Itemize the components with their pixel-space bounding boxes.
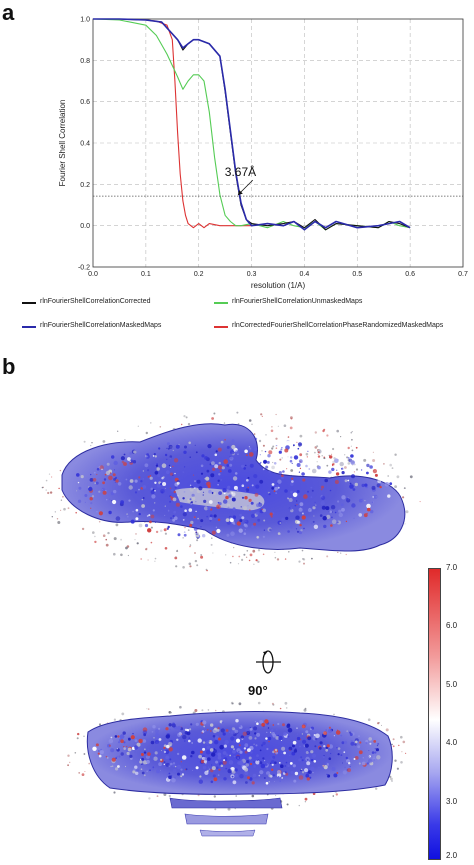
y-tick-label: 0.0 bbox=[80, 223, 90, 230]
x-tick-label: 0.4 bbox=[300, 271, 310, 278]
x-tick-label: 0.7 bbox=[458, 271, 468, 278]
plot-frame bbox=[92, 18, 464, 268]
fsc-chart: 0.0 0.1 0.2 0.3 0.4 0.5 0.6 0.7-0.20.00.20.40.6… bbox=[58, 17, 468, 291]
chart-grid bbox=[93, 19, 463, 267]
legend-swatch bbox=[214, 326, 228, 328]
y-axis-title: Fourier Shell Correlation bbox=[58, 100, 67, 187]
legend-swatch bbox=[22, 302, 36, 304]
series-line bbox=[93, 18, 411, 231]
panel-a-label: a bbox=[2, 0, 15, 25]
colorbar-tick-label: 2.0 bbox=[446, 851, 458, 860]
x-tick-label: 0.0 bbox=[88, 271, 98, 278]
y-tick-label: 0.4 bbox=[80, 141, 90, 148]
colorbar-tick-label: 4.0 bbox=[446, 738, 458, 748]
colorbar-tick-label: 3.0 bbox=[446, 796, 458, 806]
density-map-top-view bbox=[41, 411, 421, 572]
legend-label: rlnFourierShellCorrelationCorrected bbox=[40, 298, 151, 305]
colorbar-tick-label: 7.0 bbox=[446, 563, 458, 572]
x-tick-label: 0.3 bbox=[247, 271, 257, 278]
x-tick-label: 0.1 bbox=[141, 271, 151, 278]
x-tick-label: 0.2 bbox=[194, 271, 204, 278]
rotation-symbol bbox=[256, 650, 281, 674]
resolution-annotation: 3.67Å bbox=[225, 164, 256, 179]
legend-swatch bbox=[22, 326, 36, 328]
legend-label: rlnFourierShellCorrelationMaskedMaps bbox=[40, 322, 162, 329]
density-map-side-view bbox=[67, 701, 407, 837]
rotation-arrow-icon bbox=[263, 651, 268, 655]
y-tick-label: 0.2 bbox=[80, 182, 90, 189]
resolution-colorbar bbox=[428, 568, 441, 860]
series-lines bbox=[92, 18, 411, 231]
panel-b-label: b bbox=[2, 354, 16, 379]
legend-label: rlnCorrectedFourierShellCorrelationPhase… bbox=[232, 322, 444, 329]
y-tick-label: 1.0 bbox=[80, 17, 90, 24]
colorbar-tick-label: 6.0 bbox=[446, 621, 458, 631]
y-tick-label: 0.8 bbox=[80, 58, 90, 65]
x-tick-label: 0.5 bbox=[352, 271, 362, 278]
annotation-arrow bbox=[238, 179, 254, 195]
rotation-angle-label: 90° bbox=[248, 683, 268, 698]
legend-swatch bbox=[214, 302, 228, 304]
legend-label: rlnFourierShellCorrelationUnmaskedMaps bbox=[232, 298, 363, 305]
colorbar-tick-label: 5.0 bbox=[446, 679, 458, 689]
tick-labels: 0.0 0.1 0.2 0.3 0.4 0.5 0.6 0.7-0.20.00.20.40.6… bbox=[78, 17, 468, 279]
y-tick-label: 0.6 bbox=[80, 99, 90, 106]
local-resolution-maps bbox=[41, 411, 421, 837]
x-axis-title: resolution (1/A) bbox=[251, 281, 306, 290]
annotation-arrowhead bbox=[237, 190, 243, 196]
y-tick-label: -0.2 bbox=[78, 265, 90, 272]
x-tick-label: 0.6 bbox=[405, 271, 415, 278]
